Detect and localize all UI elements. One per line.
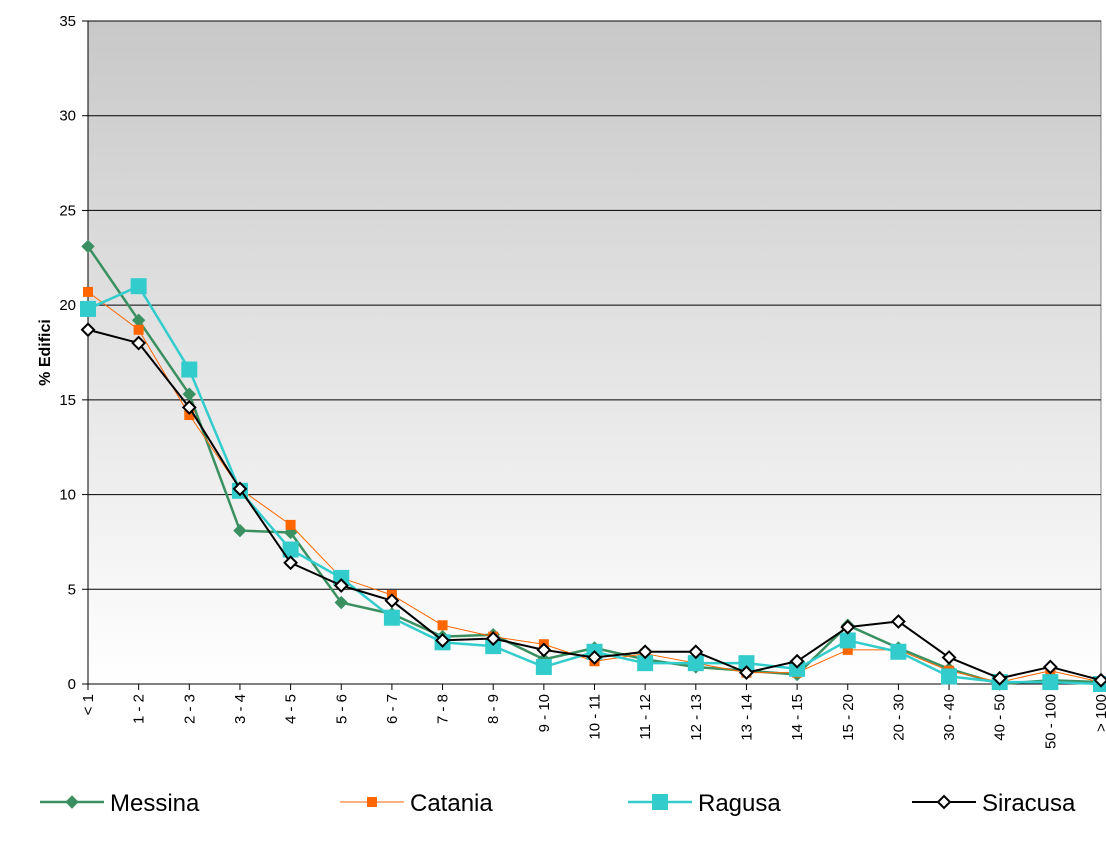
x-tick-label: 3 - 4 [232,694,249,724]
gridlines [88,20,1101,590]
legend-label: Siracusa [982,790,1076,817]
data-point-ragusa [890,643,907,660]
x-axis: < 1 1 - 2 2 - 3 3 - 4 4 - 5 5 - 6 6 - 7 7 - 8 8 … [80,683,1106,749]
legend-swatch-marker [652,794,668,810]
legend-swatch-marker [936,794,952,810]
legend: Messina Catania Ragusa Siracusa [40,790,1076,817]
data-point-ragusa [383,609,400,626]
data-point-ragusa [130,278,147,295]
legend-item-ragusa: Ragusa [628,790,781,817]
data-point-siracusa [840,619,856,635]
data-point-siracusa [992,670,1008,686]
x-tick-label: 12 - 13 [688,694,705,741]
data-point-siracusa [131,335,147,351]
data-point-messina [233,523,247,538]
data-point-siracusa [333,578,349,593]
data-point-ragusa [637,655,654,672]
x-tick-label: 11 - 12 [637,694,654,740]
x-tick-label: 14 - 15 [789,694,806,741]
data-point-siracusa [739,665,754,681]
data-point-messina [81,239,95,254]
data-point-siracusa [587,650,602,665]
x-tick-label: 6 - 7 [384,694,401,724]
x-tick-label: 1 - 2 [131,694,148,724]
series-siracusa [80,322,1106,688]
x-tick-label: 13 - 14 [738,694,755,741]
data-point-ragusa [333,569,350,586]
data-point-siracusa [941,650,957,665]
legend-item-catania: Catania [340,790,493,817]
y-tick-label: 10 [59,487,76,504]
data-point-ragusa [789,660,806,677]
data-point-siracusa [435,633,450,648]
data-point-siracusa [232,481,248,497]
data-point-ragusa [1042,674,1059,691]
data-point-ragusa [282,541,299,558]
data-point-siracusa [384,593,400,609]
data-point-catania [842,644,853,655]
legend-item-messina: Messina [40,790,200,817]
plot-area [87,20,1102,685]
x-tick-label: 9 - 10 [536,694,553,732]
data-point-ragusa [941,668,958,685]
x-tick-label: < 1 [80,694,97,715]
y-tick-label: 0 [68,676,76,693]
x-tick-label: 15 - 20 [840,694,857,741]
x-tick-label: 4 - 5 [283,694,300,724]
data-point-ragusa [738,655,755,672]
data-point-siracusa [637,644,653,660]
legend-swatch-marker [65,795,79,809]
legend-item-siracusa: Siracusa [912,790,1076,817]
data-point-catania [83,286,93,297]
x-tick-label: 20 - 30 [890,694,907,741]
data-point-ragusa [687,655,704,672]
x-tick-label: > 100 [1093,694,1106,732]
x-tick-label: 8 - 9 [485,694,502,724]
legend-swatch-marker [367,797,377,807]
data-point-siracusa [536,642,552,658]
data-point-siracusa [688,644,704,660]
legend-label: Ragusa [698,790,781,817]
data-point-catania [437,620,448,631]
x-tick-label: 5 - 6 [333,694,350,724]
data-point-ragusa [839,632,856,649]
x-tick-label: 7 - 8 [435,694,452,724]
data-point-siracusa [1093,672,1106,688]
data-point-catania [184,410,195,421]
data-point-catania [285,519,296,530]
data-point-messina [334,595,348,610]
y-tick-label: 15 [59,392,76,409]
data-point-siracusa [789,653,805,669]
x-tick-label: 2 - 3 [181,694,198,724]
data-point-siracusa [283,555,299,571]
data-point-siracusa [1042,659,1058,675]
y-tick-label: 5 [68,581,76,598]
data-point-ragusa [535,658,552,675]
y-tick-label: 30 [59,108,76,125]
data-point-ragusa [181,361,198,378]
x-tick-label: 30 - 40 [941,694,958,741]
data-point-siracusa [181,400,197,415]
y-axis-label: % Edifici [37,319,54,386]
y-axis: 0 5 10 15 20 25 30 35 [59,13,89,693]
y-tick-label: 35 [59,13,76,30]
series-layer [80,239,1106,692]
data-point-siracusa [80,322,96,338]
legend-label: Messina [110,790,200,817]
data-point-ragusa [80,300,96,317]
y-tick-label: 20 [59,297,76,314]
x-tick-label: 50 - 100 [1042,694,1059,749]
data-point-siracusa [890,614,906,629]
data-point-catania [133,324,144,335]
x-tick-label: 40 - 50 [992,694,1009,741]
data-point-siracusa [485,631,501,646]
y-tick-label: 25 [59,202,76,219]
x-tick-label: 10 - 11 [587,694,604,740]
legend-label: Catania [410,790,493,817]
data-point-ragusa [485,638,502,655]
